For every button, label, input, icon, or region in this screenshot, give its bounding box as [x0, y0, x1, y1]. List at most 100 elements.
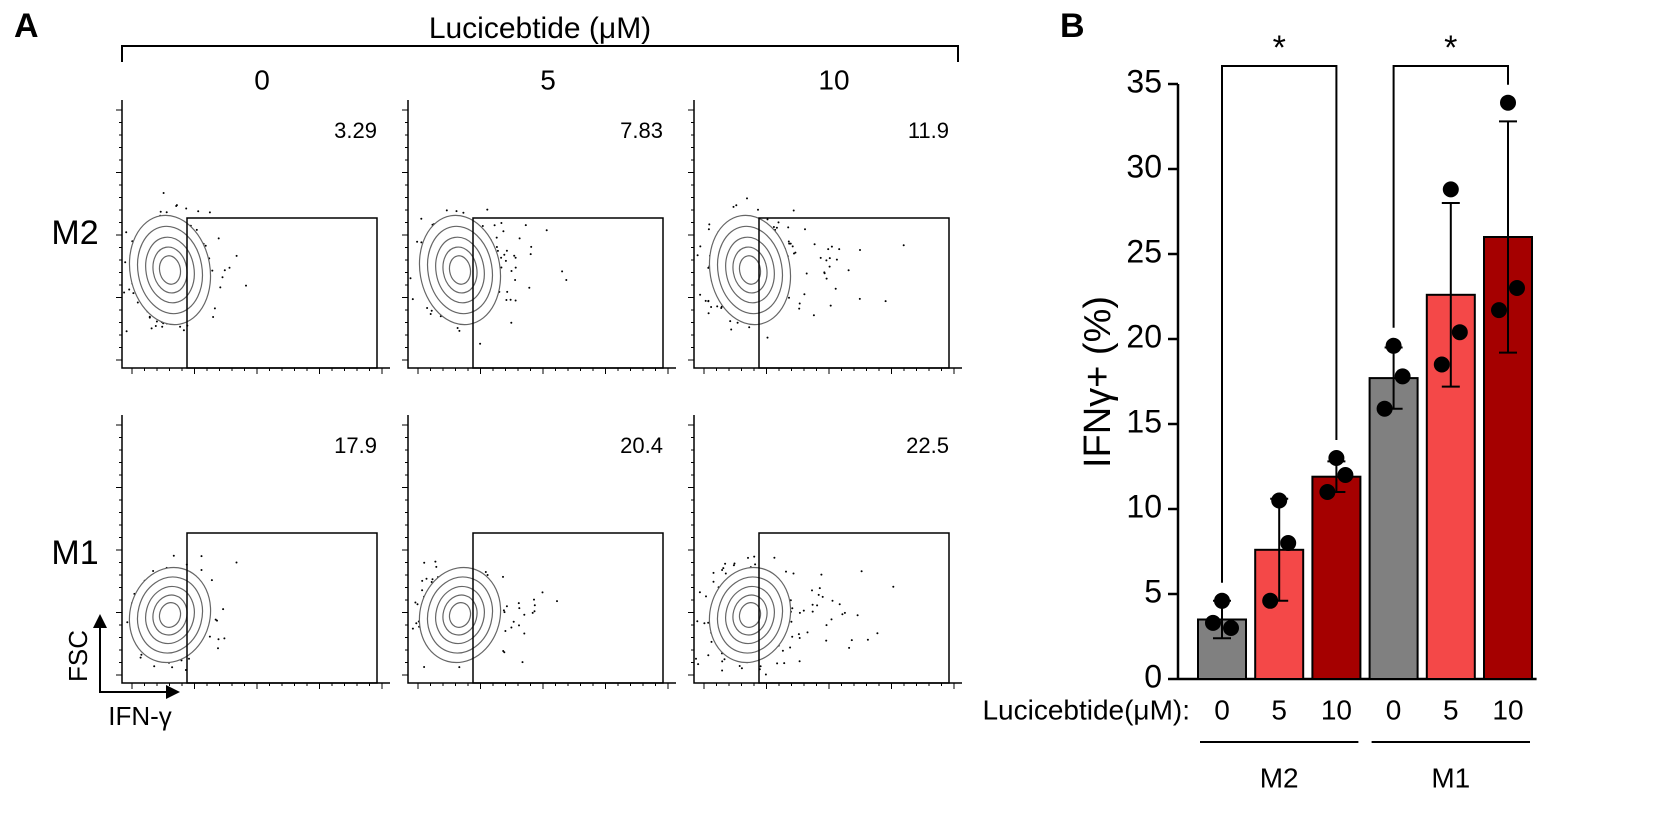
event-dot [502, 609, 505, 612]
event-dot [759, 665, 762, 668]
event-dot [513, 254, 516, 257]
event-dot [825, 639, 828, 642]
event-dot [775, 226, 778, 229]
y-tick-label: 0 [1144, 658, 1162, 694]
event-dot [504, 630, 507, 632]
event-dot [817, 593, 820, 596]
contour [442, 246, 478, 294]
event-dot [434, 560, 437, 563]
group-label: M2 [1260, 762, 1299, 793]
column-label: 5 [540, 64, 556, 95]
event-dot [500, 222, 503, 224]
event-dot [859, 249, 861, 251]
event-dot [721, 569, 724, 571]
significance-bracket [1392, 65, 1509, 328]
contour [738, 255, 762, 285]
contour [158, 602, 182, 628]
event-dot [223, 269, 226, 272]
data-point [1262, 592, 1279, 609]
event-dot [518, 607, 521, 610]
event-dot [712, 580, 715, 583]
event-dot [175, 205, 178, 207]
event-dot [829, 304, 832, 307]
event-dot [811, 589, 813, 592]
event-dot [834, 287, 837, 290]
event-dot [429, 313, 432, 315]
event-dot [455, 210, 458, 213]
y-tick-label: 25 [1126, 233, 1162, 269]
gate-value: 3.29 [334, 118, 377, 143]
y-tick-label: 5 [1144, 573, 1162, 609]
event-dot [698, 591, 701, 594]
event-dot [754, 563, 757, 566]
event-dot [729, 320, 732, 323]
data-point [1433, 356, 1450, 373]
event-dot [819, 256, 822, 259]
event-dot [416, 603, 419, 606]
event-dot [825, 259, 828, 262]
event-dot [136, 301, 139, 304]
event-dot [486, 574, 489, 576]
contour [732, 246, 768, 294]
event-dot [479, 342, 482, 345]
event-dot [505, 299, 508, 301]
event-dot [425, 577, 428, 580]
event-dot [783, 662, 786, 665]
x-tick-label: 0 [1214, 694, 1230, 725]
event-dot [723, 658, 726, 661]
event-dot [716, 305, 719, 308]
event-dot [707, 299, 710, 302]
event-dot [773, 556, 776, 559]
event-dot [518, 624, 520, 627]
event-dot [219, 286, 222, 289]
event-dot [214, 618, 217, 621]
event-dot [421, 579, 424, 582]
event-dot [794, 251, 797, 254]
event-dot [710, 640, 713, 643]
event-dot [222, 608, 225, 611]
bar [1368, 377, 1419, 680]
event-dot [825, 624, 828, 627]
event-dot [510, 626, 513, 629]
arrow-head [93, 614, 107, 628]
event-dot [785, 570, 787, 573]
event-dot [850, 639, 853, 642]
contour [418, 214, 502, 326]
event-dot [128, 288, 131, 291]
contour [448, 255, 472, 285]
event-dot [125, 330, 128, 333]
event-dot [820, 573, 823, 576]
event-dot [204, 244, 207, 247]
event-dot [421, 589, 424, 592]
contour [418, 566, 502, 664]
event-dot [740, 667, 743, 670]
event-dot [797, 633, 800, 636]
event-dot [710, 306, 713, 308]
event-dot [212, 316, 215, 318]
event-dot [798, 307, 801, 310]
event-dot [217, 647, 219, 650]
event-dot [493, 224, 496, 227]
significance-label: * [1273, 29, 1286, 67]
event-dot [200, 569, 203, 571]
event-dot [456, 327, 459, 329]
event-dot [500, 256, 503, 259]
y-tick-label: 20 [1126, 318, 1162, 354]
event-dot [733, 562, 736, 565]
gate [758, 217, 950, 369]
event-dot [221, 276, 224, 279]
y-tick-label: 35 [1126, 63, 1162, 99]
event-dot [458, 666, 461, 669]
contour [136, 576, 204, 654]
contour [435, 236, 485, 304]
contour [716, 576, 784, 654]
event-dot [530, 245, 533, 248]
event-dot [211, 269, 214, 272]
event-dot [788, 242, 791, 245]
y-tick-label: 30 [1126, 148, 1162, 184]
event-dot [123, 291, 126, 294]
event-dot [831, 599, 834, 602]
column-label: 10 [818, 64, 849, 95]
event-dot [161, 325, 164, 328]
event-dot [182, 329, 185, 332]
